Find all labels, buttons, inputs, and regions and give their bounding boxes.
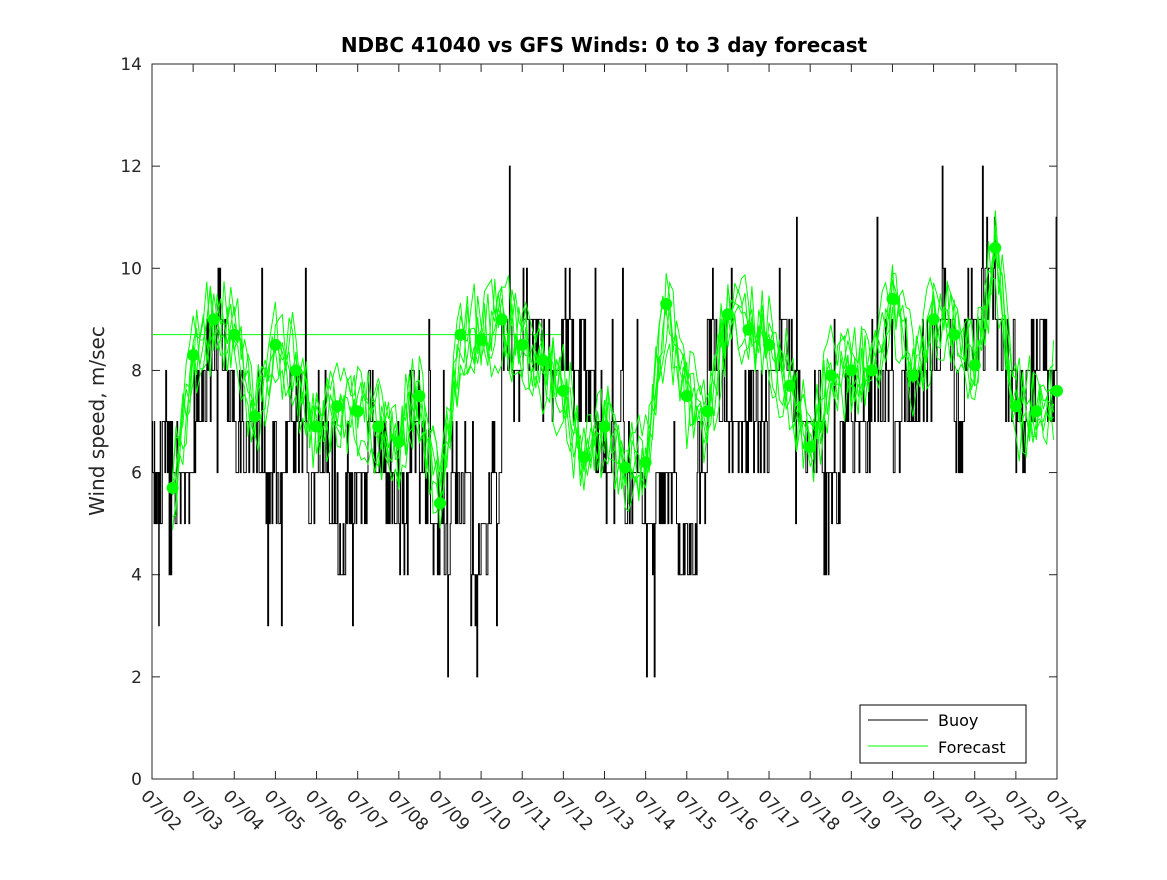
x-tick-label: 07/15 bbox=[671, 786, 720, 835]
forecast-point bbox=[331, 400, 344, 413]
y-tick-label: 12 bbox=[120, 157, 142, 177]
forecast-point bbox=[1030, 405, 1043, 418]
y-axis-label: Wind speed, m/sec bbox=[85, 326, 109, 516]
x-tick-label: 07/24 bbox=[1041, 786, 1090, 835]
forecast-point bbox=[372, 420, 385, 433]
forecast-point bbox=[413, 390, 426, 402]
x-tick-label: 07/07 bbox=[342, 786, 391, 835]
y-tick-label: 14 bbox=[120, 55, 142, 75]
forecast-point bbox=[228, 328, 241, 341]
forecast-point bbox=[907, 369, 919, 382]
forecast-point bbox=[536, 354, 549, 367]
x-tick-label: 07/03 bbox=[178, 786, 227, 835]
x-tick-label: 07/18 bbox=[795, 786, 844, 835]
forecast-point bbox=[721, 308, 734, 321]
x-tick-label: 07/21 bbox=[918, 786, 967, 835]
forecast-point bbox=[495, 313, 508, 326]
y-tick-label: 2 bbox=[131, 668, 142, 688]
plot-area: 0246810121407/0207/0307/0407/0507/0607/0… bbox=[120, 55, 1090, 835]
forecast-point bbox=[824, 369, 837, 382]
forecast-point bbox=[187, 349, 200, 362]
forecast-point bbox=[680, 390, 693, 402]
forecast-point bbox=[639, 456, 652, 469]
y-tick-label: 0 bbox=[131, 770, 142, 790]
forecast-point bbox=[804, 441, 817, 453]
forecast-point bbox=[1009, 400, 1022, 413]
x-tick-label: 07/22 bbox=[959, 786, 1008, 835]
forecast-series-line bbox=[172, 252, 1055, 498]
forecast-point bbox=[516, 338, 529, 351]
forecast-point bbox=[434, 497, 446, 510]
forecast-point bbox=[598, 420, 611, 433]
forecast-point bbox=[392, 435, 405, 448]
x-tick-label: 07/23 bbox=[1000, 786, 1049, 835]
forecast-point bbox=[475, 333, 488, 346]
x-tick-label: 07/05 bbox=[260, 786, 309, 835]
forecast-point bbox=[557, 384, 570, 397]
forecast-point bbox=[968, 359, 981, 372]
y-tick-label: 8 bbox=[131, 361, 142, 381]
forecast-point bbox=[845, 364, 858, 377]
legend-label-buoy: Buoy bbox=[938, 711, 978, 730]
forecast-series-line bbox=[172, 210, 1055, 490]
forecast-series-line bbox=[172, 254, 1055, 529]
forecast-point bbox=[619, 461, 632, 474]
legend-box bbox=[859, 704, 1027, 764]
x-tick-label: 07/08 bbox=[383, 786, 432, 835]
forecast-point bbox=[310, 420, 323, 433]
chart-title: NDBC 41040 vs GFS Winds: 0 to 3 day fore… bbox=[341, 33, 868, 57]
x-tick-label: 07/11 bbox=[507, 786, 556, 835]
forecast-point bbox=[927, 313, 940, 326]
forecast-point bbox=[865, 364, 878, 377]
forecast-point bbox=[454, 328, 467, 341]
forecast-point bbox=[248, 410, 261, 423]
x-tick-label: 07/13 bbox=[589, 786, 638, 835]
x-tick-label: 07/19 bbox=[836, 786, 885, 835]
forecast-point bbox=[351, 405, 364, 418]
forecast-point bbox=[763, 338, 775, 351]
buoy-series-line bbox=[151, 165, 1057, 678]
forecast-point bbox=[701, 405, 714, 418]
x-tick-label: 07/16 bbox=[712, 786, 761, 835]
forecast-point bbox=[577, 451, 590, 464]
x-tick-label: 07/09 bbox=[424, 786, 473, 835]
y-tick-label: 10 bbox=[120, 259, 142, 279]
x-tick-label: 07/10 bbox=[466, 786, 515, 835]
x-tick-label: 07/17 bbox=[754, 786, 803, 835]
forecast-point bbox=[989, 241, 1002, 254]
forecast-point bbox=[1051, 384, 1063, 397]
forecast-point bbox=[207, 313, 220, 326]
forecast-point bbox=[783, 379, 796, 392]
forecast-point bbox=[742, 323, 755, 336]
forecast-point bbox=[886, 292, 899, 305]
x-tick-label: 07/02 bbox=[136, 786, 185, 835]
forecast-point bbox=[269, 338, 282, 351]
x-tick-label: 07/04 bbox=[219, 786, 268, 835]
forecast-series-line bbox=[172, 236, 1054, 530]
forecast-point bbox=[290, 364, 302, 377]
forecast-point bbox=[948, 328, 961, 341]
forecast-point bbox=[660, 298, 673, 310]
x-tick-label: 07/06 bbox=[301, 786, 350, 835]
x-tick-label: 07/20 bbox=[877, 786, 926, 835]
legend: Buoy Forecast bbox=[859, 704, 1027, 764]
legend-label-forecast: Forecast bbox=[938, 738, 1006, 757]
y-tick-label: 6 bbox=[131, 464, 142, 484]
x-tick-label: 07/14 bbox=[630, 786, 679, 835]
forecast-series-line bbox=[172, 224, 1054, 486]
y-tick-label: 4 bbox=[131, 566, 142, 586]
x-tick-label: 07/12 bbox=[548, 786, 597, 835]
forecast-point bbox=[166, 481, 179, 494]
